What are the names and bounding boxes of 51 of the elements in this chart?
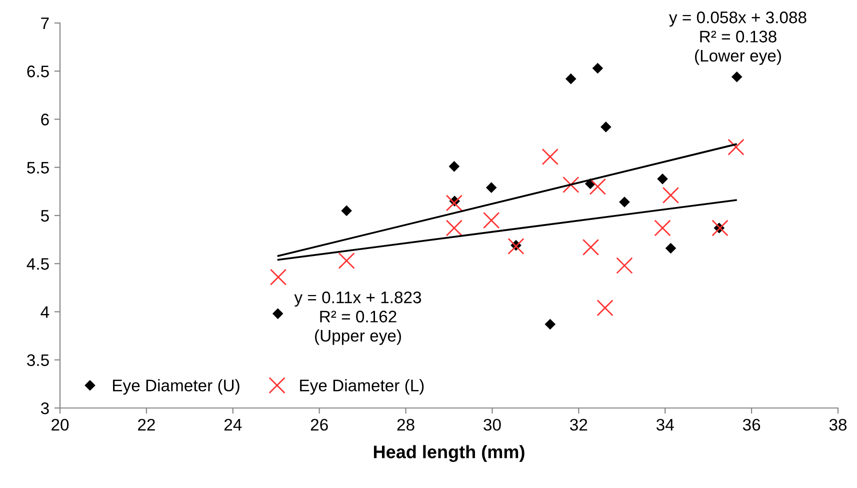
point [544, 319, 556, 330]
legend-label: Eye Diameter (L) [300, 379, 424, 395]
point [728, 138, 744, 156]
y-tick-label: 5.5 [27, 162, 49, 174]
x-axis-title: Head length (mm) [374, 445, 524, 462]
point [272, 308, 284, 319]
point [662, 186, 680, 204]
y-tick-label: 6.5 [27, 66, 49, 78]
annotation: y = 0.11x + 1.823 R² = 0.162 (Upper eye) [294, 292, 422, 345]
point [566, 74, 576, 84]
x-tick-label: 30 [484, 418, 501, 431]
point [508, 238, 524, 255]
point [657, 174, 668, 184]
y-tick-label: 6 [41, 114, 49, 126]
x-tick-label: 22 [138, 418, 155, 430]
x-tick-label: 28 [397, 418, 414, 431]
legend-label: Eye Diameter (U) [113, 379, 240, 395]
x-tick-label: 32 [570, 418, 588, 431]
x-tick-label: 36 [742, 418, 760, 431]
y-tick-label: 3.5 [27, 354, 49, 366]
x-tick-label: 20 [52, 418, 69, 431]
point [616, 257, 633, 274]
point [338, 252, 355, 270]
point [270, 268, 287, 286]
point [665, 242, 676, 254]
point [732, 72, 742, 82]
point [483, 212, 500, 229]
point [341, 205, 352, 216]
point [446, 194, 463, 212]
y-tick-label: 7 [41, 18, 49, 30]
point [582, 238, 600, 256]
y-tick-label: 3 [40, 402, 49, 414]
point [448, 161, 460, 172]
point [592, 62, 603, 74]
point [562, 176, 580, 194]
x-tick-label: 26 [310, 418, 328, 431]
y-tick-label: 5 [40, 210, 49, 222]
annotation: y = 0.058x + 3.088 R² = 0.138 (Lower eye) [669, 12, 806, 65]
point [712, 220, 728, 236]
y-tick-label: 4.5 [26, 258, 49, 270]
point [619, 196, 630, 208]
x-tick-label: 34 [656, 418, 674, 431]
point [542, 148, 558, 166]
point [600, 122, 612, 132]
point [596, 300, 614, 316]
point [486, 182, 497, 193]
point [446, 220, 463, 236]
point [654, 220, 671, 236]
x-tick-label: 24 [224, 418, 242, 430]
x-tick-label: 38 [829, 418, 847, 431]
y-tick-label: 4 [40, 306, 50, 318]
